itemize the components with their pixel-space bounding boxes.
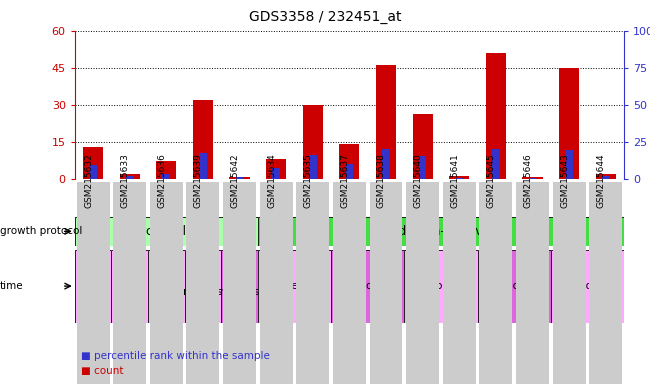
Text: GSM215643: GSM215643 (560, 153, 569, 208)
Text: time: time (0, 281, 23, 291)
Bar (523, 177, 543, 179)
Text: 12
months: 12 months (220, 275, 259, 297)
Text: 1
month: 1 month (150, 275, 183, 297)
Text: 5
months: 5 months (183, 275, 222, 297)
Bar (602, 176, 610, 179)
Text: GSM215632: GSM215632 (84, 153, 93, 208)
Text: GSM215640: GSM215640 (413, 153, 423, 208)
Text: GSM215645: GSM215645 (487, 153, 496, 208)
Text: 3 weeks: 3 weeks (273, 281, 316, 291)
Bar (419, 156, 426, 179)
Bar (382, 149, 390, 179)
Text: 11 months: 11 months (486, 281, 542, 291)
Bar (272, 168, 280, 179)
Text: GSM215637: GSM215637 (341, 153, 350, 208)
Bar (199, 154, 207, 179)
Bar (486, 53, 506, 179)
Bar (376, 65, 396, 179)
Text: ■ count: ■ count (81, 366, 124, 376)
Bar (236, 177, 243, 179)
Text: GSM215638: GSM215638 (377, 153, 386, 208)
Bar (162, 174, 170, 179)
Text: GSM215644: GSM215644 (597, 153, 606, 208)
Bar (346, 164, 353, 179)
Bar (156, 161, 176, 179)
Bar (559, 68, 579, 179)
Bar (528, 178, 536, 179)
Text: control: control (146, 225, 187, 238)
Text: growth protocol: growth protocol (0, 226, 83, 237)
Bar (456, 178, 463, 179)
Text: GSM215635: GSM215635 (304, 153, 313, 208)
Text: GSM215634: GSM215634 (267, 153, 276, 208)
Text: GSM215641: GSM215641 (450, 153, 459, 208)
Bar (193, 100, 213, 179)
Text: GDS3358 / 232451_at: GDS3358 / 232451_at (249, 10, 401, 23)
Bar (339, 144, 359, 179)
Bar (266, 159, 286, 179)
Text: GSM215639: GSM215639 (194, 153, 203, 208)
Text: 5 months: 5 months (416, 281, 465, 291)
Bar (492, 149, 500, 179)
Bar (229, 177, 250, 179)
Text: 12 months: 12 months (560, 281, 616, 291)
Text: 1 month: 1 month (346, 281, 389, 291)
Bar (120, 174, 140, 179)
Text: GSM215636: GSM215636 (157, 153, 166, 208)
Text: 0
weeks: 0 weeks (77, 275, 109, 297)
Bar (126, 176, 133, 179)
Bar (449, 176, 469, 179)
Text: ■ percentile rank within the sample: ■ percentile rank within the sample (81, 351, 270, 361)
Bar (566, 151, 573, 179)
Bar (83, 147, 103, 179)
Text: GSM215633: GSM215633 (121, 153, 130, 208)
Bar (309, 155, 317, 179)
Bar (303, 105, 323, 179)
Text: GSM215646: GSM215646 (523, 153, 532, 208)
Text: GSM215642: GSM215642 (231, 153, 239, 208)
Bar (89, 165, 97, 179)
Text: 3
weeks: 3 weeks (113, 275, 146, 297)
Bar (595, 174, 616, 179)
Bar (413, 114, 433, 179)
Text: androgen-deprived: androgen-deprived (384, 225, 497, 238)
